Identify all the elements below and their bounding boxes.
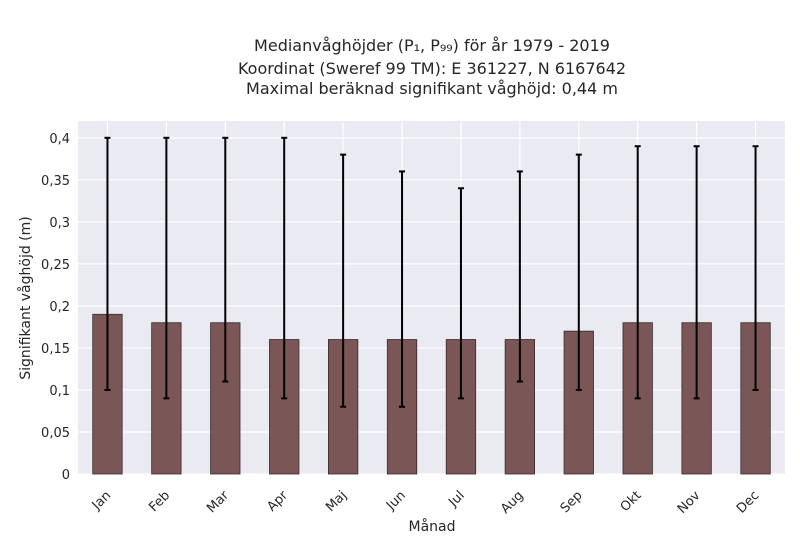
x-tick-label: Nov (675, 488, 704, 517)
error-bar-jul (457, 187, 464, 400)
x-axis-label: Månad (409, 518, 456, 535)
error-bar-okt (634, 145, 641, 400)
y-tick-label: 0,35 (41, 174, 70, 189)
x-tick-labels: Jan Feb Mar Apr Maj Jun Jul Aug Sep Okt Nov Dec (89, 488, 763, 517)
x-tick-label: Aug (498, 488, 527, 517)
error-bar-jun (399, 170, 406, 408)
y-tick-label: 0,4 (49, 132, 70, 147)
chart-title-line-3: Maximal beräknad signifikant våghöjd: 0,… (246, 79, 618, 98)
y-axis-label: Signifikant våghöjd (m) (17, 216, 34, 379)
x-tick-label: Mar (204, 488, 232, 516)
y-tick-label: 0,25 (41, 258, 70, 273)
y-tick-labels: 0 0,05 0,1 0,15 0,2 0,25 0,3 0,35 0,4 (41, 132, 70, 483)
x-tick-label: Jun (383, 488, 409, 514)
x-tick-label: Dec (734, 488, 762, 516)
error-bar-apr (281, 136, 288, 400)
x-tick-label: Jul (445, 488, 467, 510)
x-tick-label: Okt (618, 488, 645, 515)
plot-area (78, 121, 785, 474)
chart-title-line-1: Medianvåghöjder (P₁, P₉₉) för år 1979 - … (254, 36, 610, 55)
error-bar-nov (693, 145, 700, 400)
y-tick-label: 0,05 (41, 426, 70, 441)
y-tick-label: 0,15 (41, 342, 70, 357)
x-tick-label: Feb (146, 488, 173, 515)
y-tick-label: 0,3 (49, 216, 70, 231)
error-bar-feb (163, 136, 170, 400)
bar-jan (92, 313, 123, 475)
y-tick-label: 0,2 (49, 300, 70, 315)
error-bars (104, 136, 759, 408)
error-bar-sep (575, 153, 582, 391)
chart-title: Medianvåghöjder (P₁, P₉₉) för år 1979 - … (238, 36, 626, 98)
error-bar-dec (752, 145, 759, 391)
x-tick-label: Jan (89, 488, 114, 513)
x-tick-label: Apr (265, 488, 292, 515)
chart-title-line-2: Koordinat (Sweref 99 TM): E 361227, N 61… (238, 59, 626, 78)
bars (92, 313, 771, 475)
error-bar-aug (516, 170, 523, 383)
y-tick-label: 0 (62, 468, 70, 483)
error-bar-mar (222, 136, 229, 383)
x-tick-label: Sep (558, 488, 586, 516)
error-bar-jan (104, 136, 111, 391)
y-tick-label: 0,1 (49, 384, 70, 399)
error-bar-maj (340, 153, 347, 408)
x-tick-label: Maj (323, 488, 350, 515)
